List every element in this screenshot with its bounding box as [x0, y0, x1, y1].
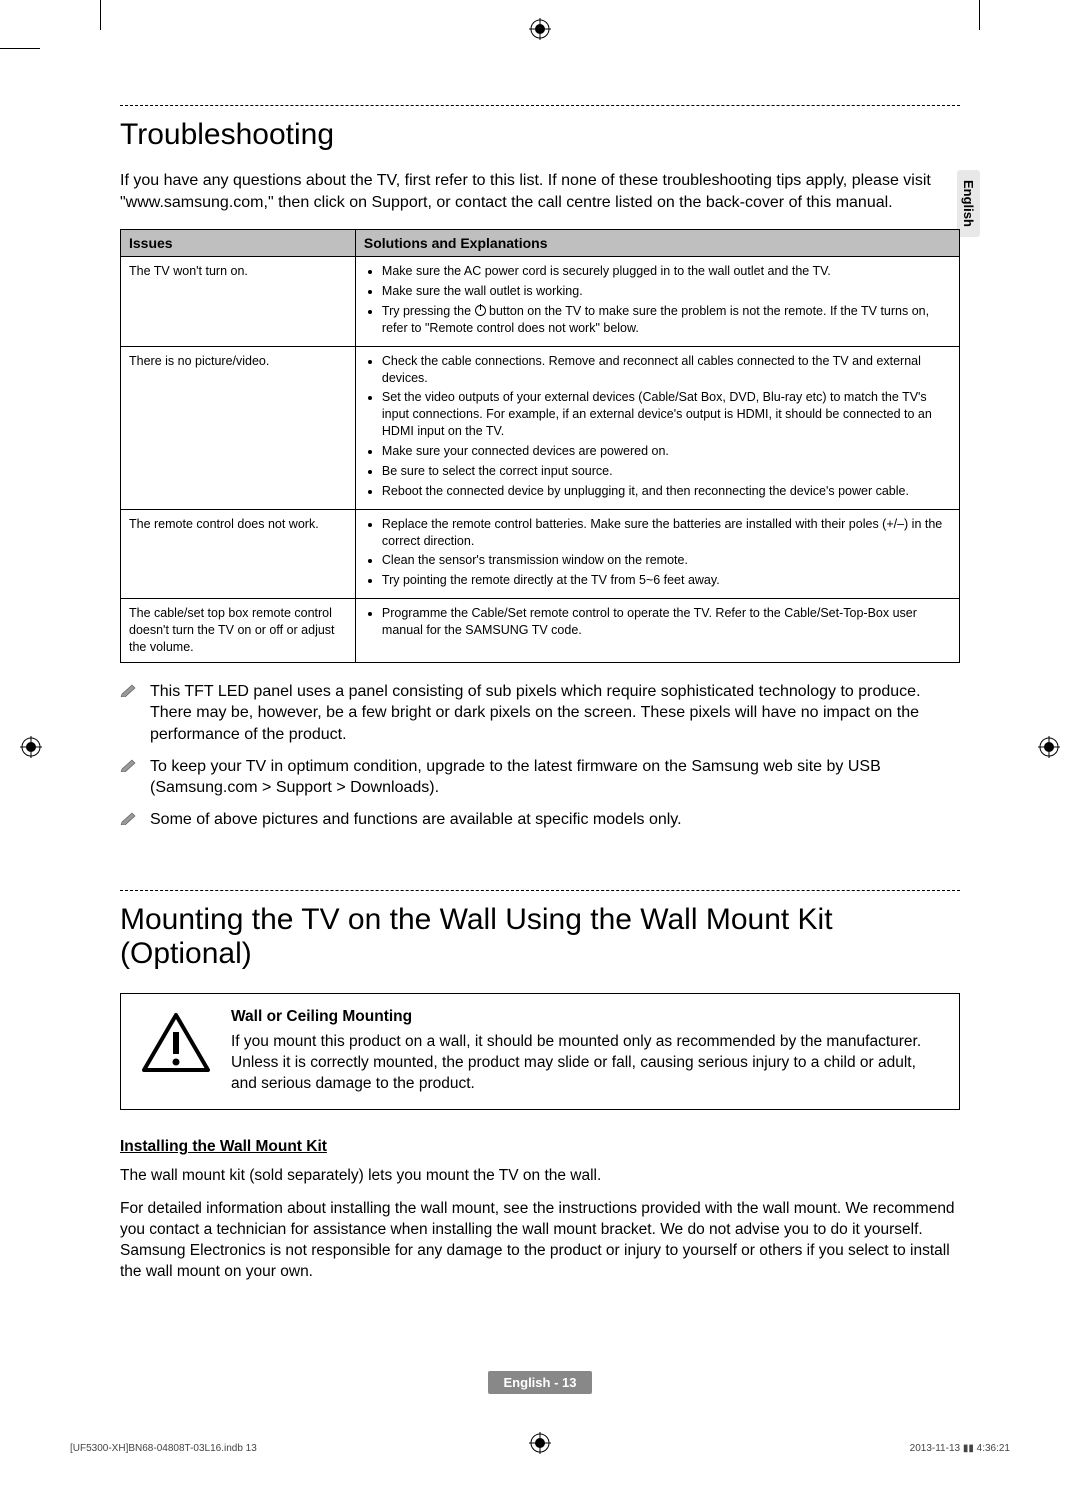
footer-meta: [UF5300-XH]BN68-04808T-03L16.indb 13 201… [70, 1443, 1010, 1454]
warning-text: If you mount this product on a wall, it … [231, 1032, 943, 1095]
page-content: Troubleshooting If you have any question… [120, 105, 960, 1414]
page-footer: English - 13 [0, 1371, 1080, 1394]
section-title: Mounting the TV on the Wall Using the Wa… [120, 903, 960, 971]
solution-cell: Make sure the AC power cord is securely … [355, 257, 959, 347]
troubleshooting-table: Issues Solutions and Explanations The TV… [120, 229, 960, 663]
solution-item: Replace the remote control batteries. Ma… [382, 516, 951, 550]
solution-cell: Replace the remote control batteries. Ma… [355, 509, 959, 599]
issue-cell: The TV won't turn on. [121, 257, 356, 347]
footer-timestamp: 2013-11-13 ▮▮ 4:36:21 [910, 1443, 1010, 1454]
crop-mark [0, 48, 40, 49]
issue-cell: There is no picture/video. [121, 346, 356, 509]
language-tab: English [957, 170, 980, 237]
solution-item: Check the cable connections. Remove and … [382, 353, 951, 387]
note-icon [120, 758, 138, 772]
registration-mark-icon [1038, 736, 1060, 758]
warning-title: Wall or Ceiling Mounting [231, 1008, 943, 1026]
solution-item: Set the video outputs of your external d… [382, 389, 951, 440]
solution-cell: Programme the Cable/Set remote control t… [355, 599, 959, 663]
solution-item: Make sure the wall outlet is working. [382, 283, 951, 300]
subheading: Installing the Wall Mount Kit [120, 1138, 960, 1156]
body-text: The wall mount kit (sold separately) let… [120, 1166, 960, 1187]
note-icon [120, 683, 138, 697]
solution-item: Programme the Cable/Set remote control t… [382, 605, 951, 639]
power-icon [475, 305, 486, 316]
note-item: Some of above pictures and functions are… [120, 809, 960, 831]
warning-triangle-icon [141, 1012, 211, 1074]
body-text: For detailed information about installin… [120, 1199, 960, 1283]
intro-text: If you have any questions about the TV, … [120, 170, 960, 213]
solution-item: Try pressing the button on the TV to mak… [382, 303, 951, 337]
note-item: This TFT LED panel uses a panel consisti… [120, 681, 960, 746]
table-row: The remote control does not work. Replace… [121, 509, 960, 599]
table-row: The TV won't turn on. Make sure the AC po… [121, 257, 960, 347]
solution-item: Make sure your connected devices are pow… [382, 443, 951, 460]
note-icon [120, 811, 138, 825]
table-row: There is no picture/video. Check the cabl… [121, 346, 960, 509]
section-rule [120, 890, 960, 891]
page-number-badge: English - 13 [488, 1371, 593, 1394]
solution-cell: Check the cable connections. Remove and … [355, 346, 959, 509]
solution-item: Make sure the AC power cord is securely … [382, 263, 951, 280]
th-solutions: Solutions and Explanations [355, 230, 959, 257]
crop-mark [100, 0, 101, 30]
solution-item: Be sure to select the correct input sour… [382, 463, 951, 480]
solution-item: Reboot the connected device by unpluggin… [382, 483, 951, 500]
registration-mark-icon [529, 18, 551, 40]
footer-filename: [UF5300-XH]BN68-04808T-03L16.indb 13 [70, 1443, 257, 1454]
issue-cell: The remote control does not work. [121, 509, 356, 599]
issue-cell: The cable/set top box remote control doe… [121, 599, 356, 663]
crop-mark [979, 0, 980, 30]
section-title: Troubleshooting [120, 118, 960, 152]
solution-item: Clean the sensor's transmission window o… [382, 552, 951, 569]
section-rule [120, 105, 960, 106]
note-item: To keep your TV in optimum condition, up… [120, 756, 960, 799]
registration-mark-icon [20, 736, 42, 758]
table-row: The cable/set top box remote control doe… [121, 599, 960, 663]
warning-box: Wall or Ceiling Mounting If you mount th… [120, 993, 960, 1110]
th-issues: Issues [121, 230, 356, 257]
notes-list: This TFT LED panel uses a panel consisti… [120, 681, 960, 831]
solution-item: Try pointing the remote directly at the … [382, 572, 951, 589]
